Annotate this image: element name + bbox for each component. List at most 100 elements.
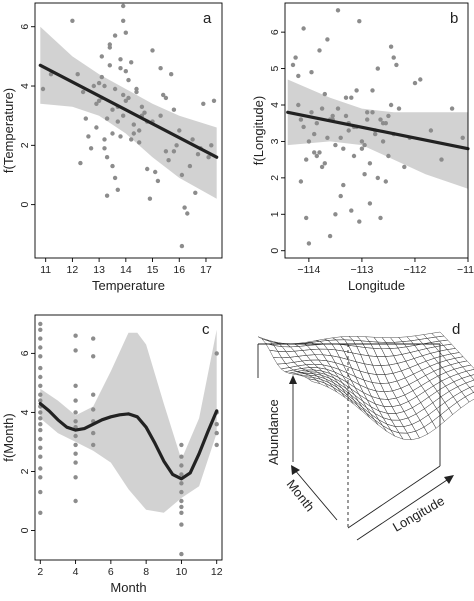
surface-facet [456, 396, 470, 409]
plot-frame [34, 314, 223, 561]
surface-facet [396, 394, 409, 406]
data-point [38, 354, 43, 359]
panel-letter-b: b [450, 10, 458, 27]
data-point [349, 95, 354, 100]
data-point [312, 131, 317, 137]
data-point [91, 442, 96, 448]
surface-facet [442, 353, 456, 361]
x-tick-label: 4 [73, 566, 79, 578]
surface-facet [403, 407, 417, 419]
data-point [40, 86, 46, 92]
surface-facet [404, 373, 418, 385]
panel-letter-d: d [452, 321, 460, 338]
surface-facet [413, 355, 427, 365]
panel-d-surface: d Abundance Month Longitude [257, 321, 474, 541]
data-point [123, 30, 128, 35]
surface-facet [372, 348, 386, 357]
surface-facet [423, 421, 437, 435]
data-point [370, 88, 375, 93]
surface-facet [330, 355, 344, 366]
y-tick-label: 5 [269, 65, 281, 71]
surface-facet [407, 413, 421, 425]
y-axis-title: f(Month) [1, 413, 16, 461]
data-point [73, 419, 78, 424]
data-point [118, 134, 123, 139]
surface-facet [382, 417, 396, 427]
data-point [367, 161, 373, 166]
data-point [91, 354, 96, 359]
surface-facet [431, 414, 445, 429]
data-point [121, 113, 126, 118]
data-point [327, 233, 333, 239]
x-tick-label: 13 [93, 264, 105, 276]
data-point [177, 128, 182, 133]
x-tick-label: 15 [147, 264, 159, 276]
data-point [129, 137, 134, 142]
surface-facet [316, 379, 329, 388]
surface-facet [265, 343, 279, 352]
surface-facet [393, 354, 407, 364]
data-point [155, 178, 161, 184]
data-point [126, 95, 131, 101]
surface-facet [430, 351, 444, 359]
surface-facet [318, 359, 332, 367]
data-point [206, 155, 211, 160]
y-tick-label: 0 [269, 248, 281, 254]
surface-facet [403, 424, 417, 434]
data-point [314, 121, 319, 126]
data-point [357, 19, 362, 24]
surface-facet [409, 350, 423, 359]
data-point [179, 504, 184, 510]
data-point [115, 119, 121, 124]
data-point [75, 72, 80, 77]
data-point [439, 157, 444, 162]
surface-facet [417, 360, 431, 371]
panel-a-temperature: 11 12 13 14 15 16 17 0 2 4 6 Temperature f(Temperatu… [1, 2, 223, 293]
data-point [137, 140, 142, 145]
data-point [325, 135, 330, 140]
data-point [163, 95, 169, 101]
data-point [123, 98, 128, 104]
y-tick-label: 6 [19, 24, 31, 30]
data-point [73, 398, 78, 403]
surface-facet [388, 380, 402, 392]
surface-facet [415, 408, 429, 421]
surface-facet [392, 370, 406, 382]
data-point [394, 62, 399, 68]
surface-facet [313, 363, 327, 370]
data-point [158, 66, 163, 71]
data-point [91, 392, 96, 397]
data-point [38, 321, 43, 327]
data-point [367, 201, 373, 206]
surface-facet [453, 366, 467, 375]
data-point [362, 172, 367, 177]
panel-c-month: 2 4 6 8 10 12 0 2 4 6 Month f(Month) c [1, 314, 223, 595]
data-point [304, 215, 309, 221]
data-point [102, 83, 107, 89]
box-edge-bottom-front [347, 465, 441, 529]
surface-facet [404, 390, 418, 402]
data-point [375, 175, 380, 181]
data-point [139, 104, 145, 110]
data-point [319, 106, 325, 111]
data-point [38, 392, 43, 397]
data-point [88, 146, 94, 151]
confidence-band [287, 79, 468, 189]
data-point [91, 336, 96, 341]
surface-facet [458, 360, 472, 368]
data-point [121, 3, 126, 9]
surface-facet [441, 364, 455, 373]
data-point [319, 164, 325, 170]
y-tick-label: 2 [269, 175, 281, 181]
data-point [171, 107, 177, 112]
plot-frame [284, 2, 469, 259]
x-tick-label: −114 [297, 264, 320, 276]
data-point [73, 433, 78, 439]
y-axis-title: f(Temperature) [1, 88, 16, 173]
surface-facet [339, 356, 353, 369]
data-point [179, 498, 184, 504]
data-point [118, 57, 123, 62]
surface-facet [446, 348, 460, 355]
data-point [94, 125, 99, 130]
